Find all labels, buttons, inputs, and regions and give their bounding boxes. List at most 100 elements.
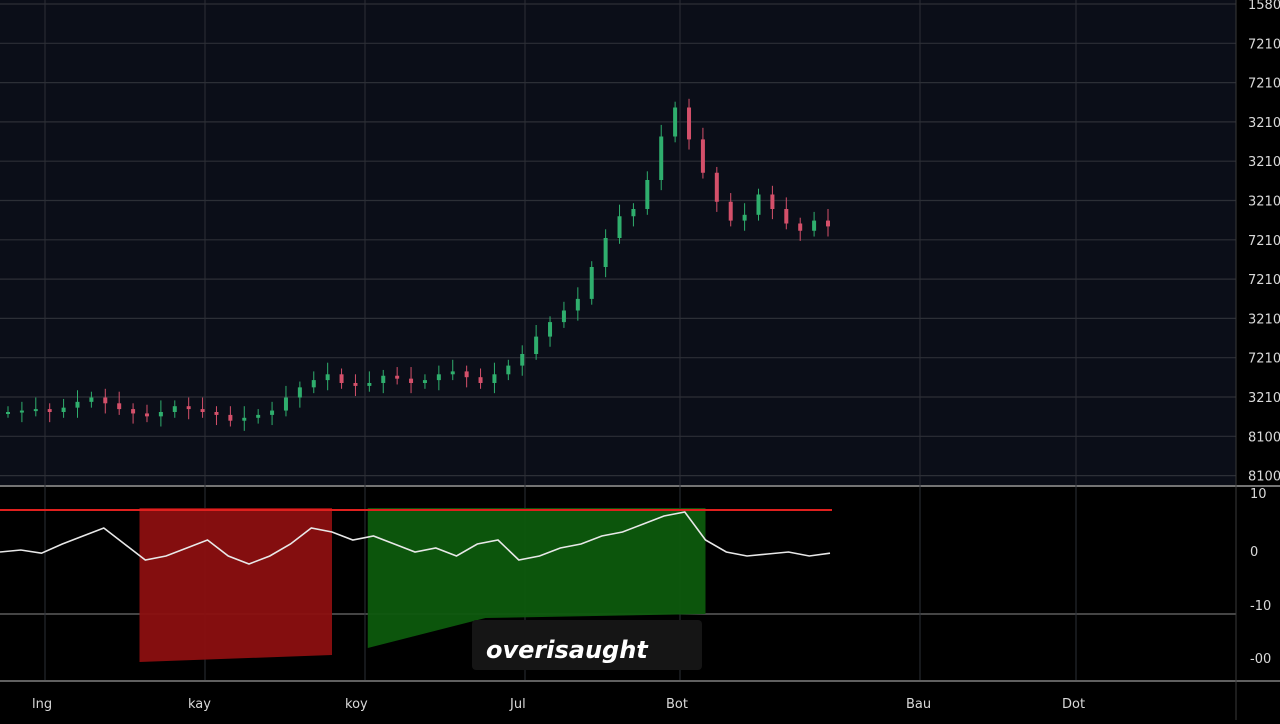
candle-34 [478, 368, 483, 389]
candle-48 [673, 101, 678, 143]
candle-6 [89, 391, 94, 408]
candle-9 [131, 403, 136, 424]
red-zone [139, 508, 332, 662]
candle-body-19 [270, 410, 275, 415]
candle-body-38 [534, 336, 539, 354]
candle-8 [117, 391, 122, 415]
candle-body-16 [228, 414, 233, 421]
time-axis-label-3: Jul [509, 697, 526, 712]
oscillator-zones [139, 508, 706, 662]
price-axis-label-0: 1580 [1248, 0, 1280, 13]
candle-body-46 [645, 180, 650, 209]
candle-body-6 [89, 397, 94, 402]
candle-body-3 [47, 409, 52, 412]
candle-35 [492, 362, 497, 394]
price-axis-label-3: 3210 [1248, 116, 1280, 131]
candle-23 [325, 362, 330, 391]
oscillator-axis-label-3: -00 [1250, 652, 1271, 667]
price-axis-label-1: 7210 [1248, 37, 1280, 52]
candle-22 [311, 371, 316, 394]
candle-25 [353, 374, 358, 397]
candle-body-8 [117, 403, 122, 410]
candle-57 [798, 217, 803, 241]
candle-51 [714, 166, 719, 212]
candle-body-21 [297, 387, 302, 398]
candle-body-30 [422, 380, 427, 383]
candle-40 [561, 301, 566, 328]
candle-body-52 [728, 201, 733, 221]
candle-43 [603, 229, 608, 278]
candle-49 [687, 98, 692, 150]
time-axis-label-1: kay [188, 697, 211, 712]
candle-18 [256, 409, 261, 424]
candle-body-14 [200, 409, 205, 412]
candle-1 [19, 401, 24, 423]
candle-body-57 [798, 223, 803, 231]
candle-body-41 [575, 298, 580, 311]
candle-body-36 [506, 365, 511, 375]
oscillator-axis-label-2: -10 [1250, 599, 1271, 614]
candle-19 [270, 401, 275, 426]
oversold-tag-label: overisaught [486, 636, 649, 664]
candle-52 [728, 193, 733, 227]
oversold-tag: overisaught [472, 620, 702, 670]
candle-body-54 [756, 194, 761, 215]
candle-body-56 [784, 209, 789, 224]
price-axis-label-2: 7210 [1248, 77, 1280, 92]
candle-11 [158, 400, 163, 427]
candle-37 [520, 345, 525, 376]
price-axis-label-11: 8100 [1248, 430, 1280, 445]
candle-15 [214, 406, 219, 426]
candle-54 [756, 188, 761, 221]
candle-body-53 [742, 214, 747, 221]
candle-0 [6, 406, 10, 418]
price-axis-label-6: 7210 [1248, 234, 1280, 249]
oscillator-line [0, 511, 831, 565]
time-axis-label-4: Bot [666, 697, 688, 712]
candle-body-5 [75, 401, 80, 408]
price-axis-label-9: 7210 [1248, 352, 1280, 367]
candle-5 [75, 390, 80, 418]
candle-44 [617, 204, 622, 244]
candle-body-39 [548, 322, 553, 337]
candle-body-11 [158, 412, 163, 417]
candle-2 [33, 397, 38, 417]
candle-body-31 [436, 374, 441, 381]
candle-body-55 [770, 194, 775, 209]
candle-4 [61, 398, 66, 418]
candle-50 [700, 127, 705, 179]
candle-58 [812, 211, 817, 237]
candle-body-22 [311, 380, 316, 388]
candle-body-34 [478, 377, 483, 383]
price-axis-label-10: 3210 [1248, 391, 1280, 406]
price-panel-background [0, 0, 1236, 485]
candle-body-20 [283, 397, 288, 411]
candle-body-26 [367, 383, 372, 386]
candle-body-50 [700, 139, 705, 173]
candle-body-25 [353, 383, 358, 386]
candle-24 [339, 368, 344, 389]
candle-38 [534, 325, 539, 360]
price-candles [6, 98, 830, 431]
candle-30 [422, 374, 427, 389]
candle-body-44 [617, 216, 622, 238]
price-axis-label-5: 3210 [1248, 195, 1280, 210]
price-axis-label-12: 8100 [1248, 470, 1280, 485]
price-axis-label-7: 7210 [1248, 273, 1280, 288]
candle-body-9 [131, 409, 136, 414]
time-axis-label-6: Dot [1062, 697, 1085, 712]
candle-body-2 [33, 409, 38, 412]
candle-body-10 [144, 413, 149, 417]
time-axis-label-2: koy [345, 697, 368, 712]
time-axis-label-5: Bau [906, 697, 931, 712]
candle-body-1 [19, 410, 24, 413]
candle-body-48 [673, 107, 678, 137]
candle-26 [367, 371, 372, 392]
candle-10 [144, 404, 149, 423]
candle-17 [242, 406, 247, 431]
candle-45 [631, 203, 636, 227]
candle-12 [172, 400, 177, 418]
candle-body-40 [561, 310, 566, 323]
